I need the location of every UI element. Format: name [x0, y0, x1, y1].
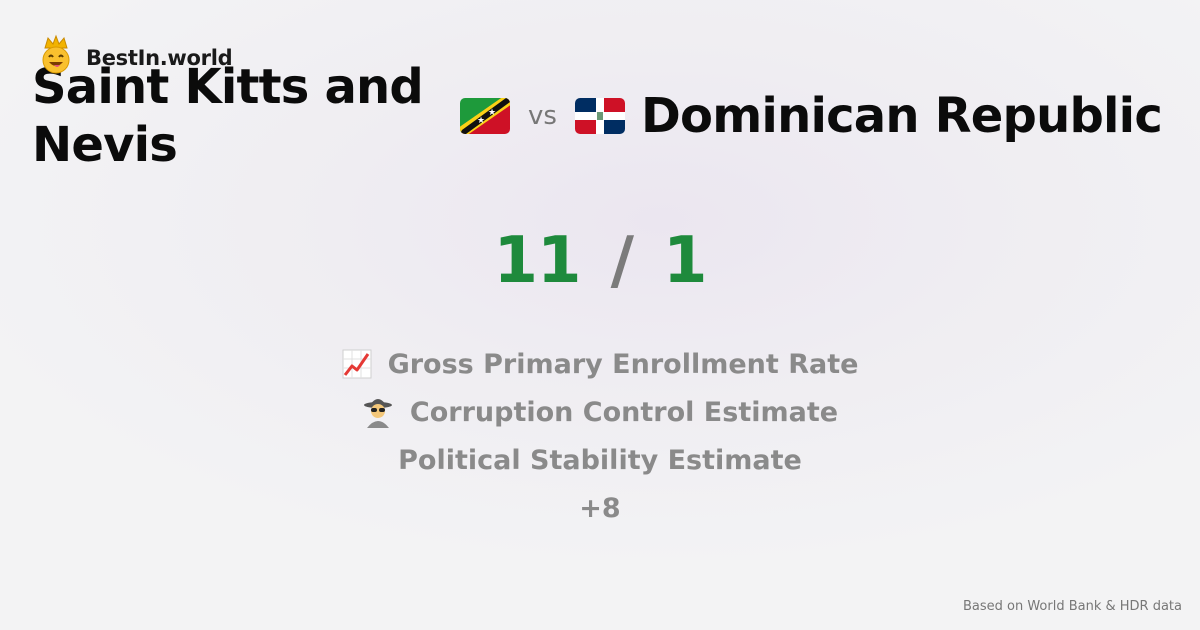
brand-name: BestIn.world: [86, 46, 233, 70]
saint-kitts-and-nevis-flag-icon: ★ ★: [460, 98, 511, 134]
data-source-note: Based on World Bank & HDR data: [962, 599, 1182, 614]
chart-increasing-icon: [342, 349, 372, 379]
right-country-name: Dominican Republic: [640, 88, 1163, 144]
metrics-list: Gross Primary Enrollment Rate Corruption…: [0, 340, 1200, 532]
score-separator: /: [610, 224, 634, 298]
right-score: 1: [662, 224, 708, 298]
vs-label: vs: [528, 101, 557, 131]
score-display: 11 / 1: [0, 222, 1200, 300]
more-metrics-count: +8: [0, 484, 1200, 532]
metric-item: Gross Primary Enrollment Rate: [0, 340, 1200, 388]
metric-label: Political Stability Estimate: [398, 444, 802, 476]
metric-label: +8: [579, 492, 621, 524]
comparison-header: ★ ★ vs Dominican Republic: [460, 88, 1163, 144]
left-score: 11: [493, 224, 582, 298]
left-country-name: Saint Kitts and Nevis: [32, 59, 424, 173]
detective-icon: [362, 396, 394, 428]
crown-emoji-icon: [38, 34, 74, 74]
dominican-republic-flag-icon: [574, 98, 625, 134]
svg-text:★: ★: [477, 116, 485, 126]
metric-item: Political Stability Estimate: [0, 436, 1200, 484]
metric-item: Corruption Control Estimate: [0, 388, 1200, 436]
metric-label: Gross Primary Enrollment Rate: [387, 348, 859, 380]
metric-label: Corruption Control Estimate: [409, 396, 839, 428]
svg-text:★: ★: [488, 108, 496, 118]
brand-logo: BestIn.world: [38, 34, 233, 74]
